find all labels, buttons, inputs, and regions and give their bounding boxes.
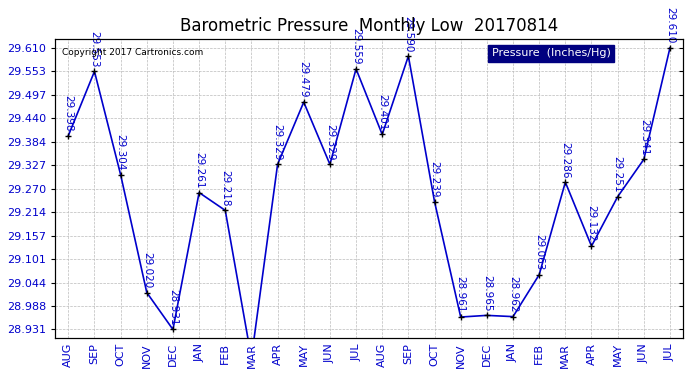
Text: 29.329: 29.329 — [325, 124, 335, 160]
Text: 29.218: 29.218 — [220, 170, 230, 206]
Text: Copyright 2017 Cartronics.com: Copyright 2017 Cartronics.com — [61, 48, 203, 57]
Text: 29.401: 29.401 — [377, 94, 387, 130]
Text: 29.341: 29.341 — [639, 119, 649, 155]
Text: 29.610: 29.610 — [665, 7, 675, 44]
Text: 28.961: 28.961 — [455, 276, 466, 313]
Text: 29.559: 29.559 — [351, 28, 361, 65]
Text: Pressure  (Inches/Hg): Pressure (Inches/Hg) — [491, 48, 611, 58]
Text: 29.239: 29.239 — [430, 161, 440, 198]
Text: 29.020: 29.020 — [141, 252, 152, 288]
Text: 28.962: 28.962 — [508, 276, 518, 312]
Text: 29.329: 29.329 — [273, 124, 283, 160]
Text: 28.862: 28.862 — [0, 374, 1, 375]
Text: 29.261: 29.261 — [194, 152, 204, 188]
Text: 29.132: 29.132 — [586, 206, 596, 242]
Text: 29.063: 29.063 — [534, 234, 544, 270]
Title: Barometric Pressure  Monthly Low  20170814: Barometric Pressure Monthly Low 20170814 — [180, 17, 558, 35]
Text: 29.553: 29.553 — [90, 31, 99, 67]
Text: 29.590: 29.590 — [404, 15, 413, 52]
Text: 28.931: 28.931 — [168, 289, 178, 326]
Text: 29.304: 29.304 — [116, 134, 126, 171]
Text: 29.398: 29.398 — [63, 95, 73, 132]
Text: 29.479: 29.479 — [299, 62, 308, 98]
Text: 29.286: 29.286 — [560, 141, 571, 178]
Text: 29.251: 29.251 — [613, 156, 622, 192]
Text: 28.965: 28.965 — [482, 275, 492, 311]
